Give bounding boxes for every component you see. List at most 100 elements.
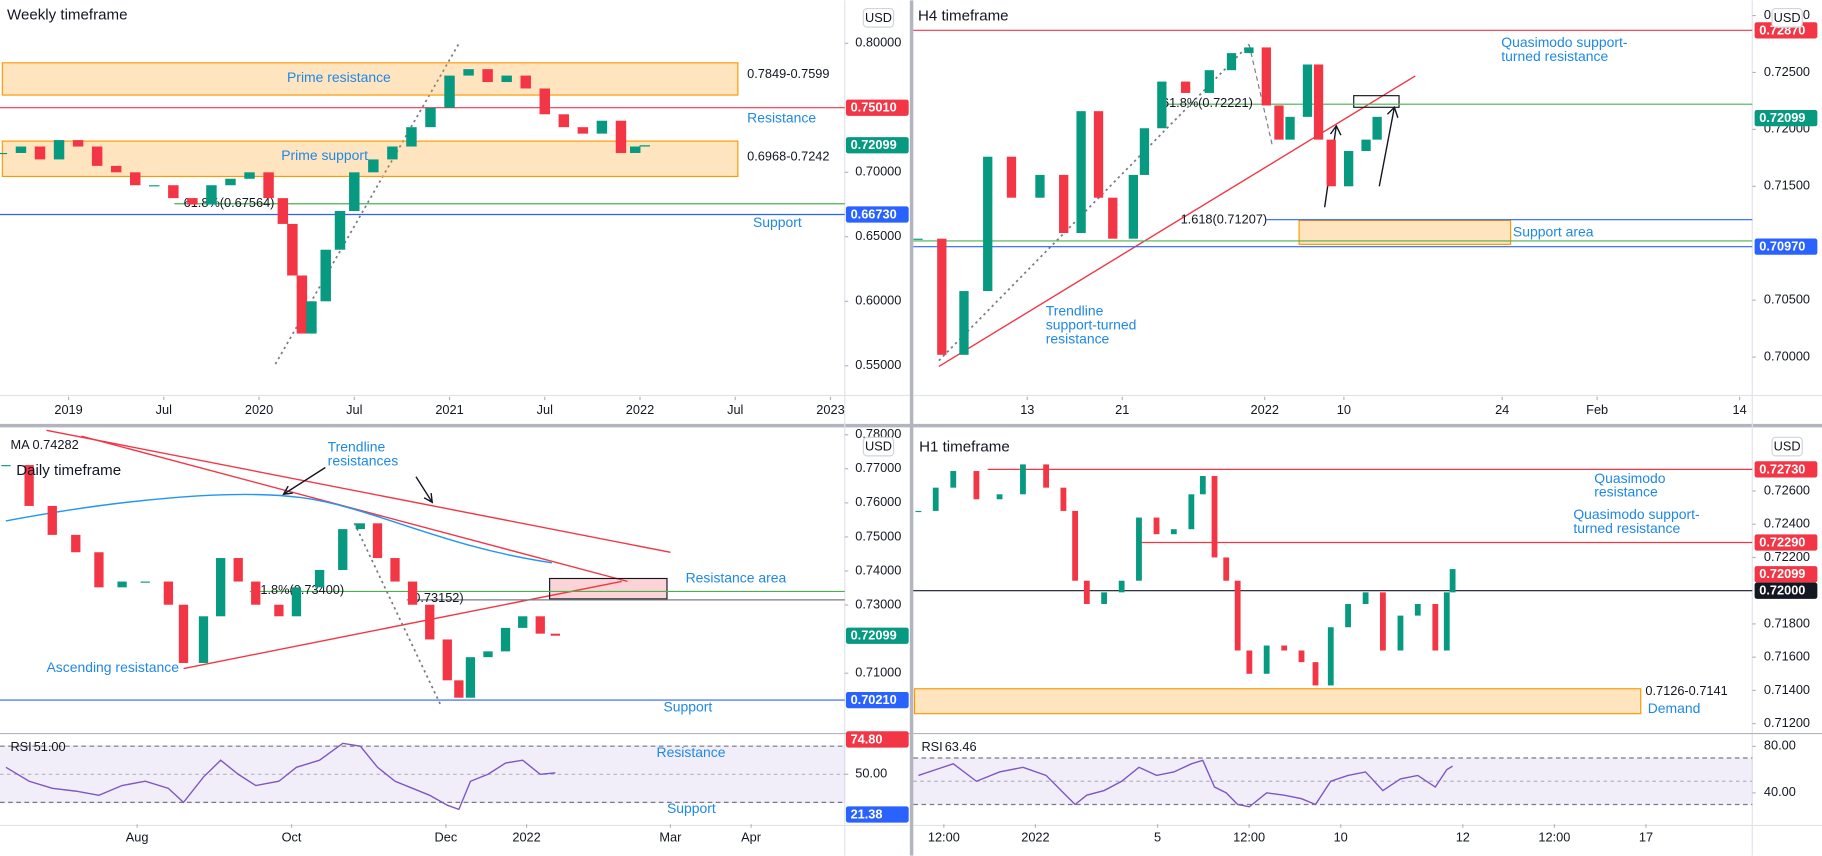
currency-label: USD	[865, 10, 892, 25]
zone	[549, 577, 668, 600]
candle	[1285, 116, 1295, 140]
candle	[263, 172, 274, 199]
y-tick-label: 0.80000	[855, 35, 901, 50]
x-tick-label: 2021	[435, 402, 463, 417]
arrows	[282, 466, 434, 504]
x-tick-label: 2022	[512, 830, 540, 845]
price-tag	[845, 206, 909, 223]
candle	[915, 510, 922, 513]
candle	[577, 127, 589, 134]
x-tick-label: 21	[1115, 402, 1129, 417]
candle	[349, 172, 360, 212]
candle	[932, 487, 939, 511]
annotation: Quasimodo	[1594, 470, 1666, 486]
candle	[244, 172, 255, 179]
price-tag-label: 0.72099	[851, 628, 897, 643]
candle	[187, 198, 198, 205]
annotation: turned resistance	[1573, 520, 1680, 536]
price-tag-label: 0.75010	[851, 100, 897, 115]
candle	[71, 534, 81, 553]
fib-line	[938, 43, 1250, 362]
x-tick-label: 13	[1020, 402, 1034, 417]
candle	[34, 146, 46, 160]
annotation: support-turned	[1046, 316, 1137, 332]
rsi-line	[918, 759, 1453, 808]
candle	[355, 523, 365, 530]
candle	[1432, 603, 1439, 651]
panel-title: H1 timeframe	[919, 439, 1010, 456]
x-tick-label: 2023	[816, 402, 844, 417]
candle	[372, 523, 383, 559]
candle	[314, 569, 325, 588]
price-tag-label: 0.72290	[1759, 534, 1805, 549]
fib-line	[274, 42, 460, 365]
y-tick-label: 0.76000	[855, 494, 901, 509]
candle	[950, 471, 957, 488]
price-tag-label: 0.70970	[1759, 239, 1805, 254]
candle	[1118, 580, 1125, 593]
x-tick-label: Oct	[282, 830, 302, 845]
candle	[274, 604, 284, 617]
candle	[535, 616, 545, 634]
candle	[425, 604, 435, 640]
x-tick-label: 12:00	[1233, 830, 1265, 845]
candle	[1345, 603, 1351, 628]
candle	[518, 616, 528, 628]
y-tick-label: 0.71200	[1764, 715, 1810, 730]
zone	[913, 688, 1642, 715]
y-tick-label: 0.72200	[1764, 549, 1810, 564]
candle	[1372, 116, 1382, 140]
currency-label: USD	[1774, 439, 1801, 454]
panels: Prime resistance 0.7849-0.7599 Prime suppo…	[0, 6, 1818, 845]
annotation: turned resistance	[1501, 48, 1608, 64]
arrow	[415, 476, 434, 504]
candle	[206, 185, 217, 205]
candle	[500, 627, 511, 652]
x-tick-label: Jul	[156, 402, 172, 417]
candle	[251, 581, 261, 605]
candle	[178, 604, 189, 663]
candle	[913, 238, 923, 240]
candle	[1302, 64, 1313, 117]
level-label: 1.618(0.71207)	[1181, 211, 1268, 226]
candle	[1188, 494, 1195, 530]
candle	[72, 140, 84, 147]
candle	[539, 88, 550, 115]
candle	[1397, 615, 1404, 651]
candle	[1261, 47, 1271, 106]
candle	[225, 178, 236, 186]
candle	[630, 146, 641, 153]
candle	[53, 140, 65, 160]
candle	[1362, 592, 1369, 604]
zone	[1, 62, 739, 96]
candle	[1157, 81, 1167, 129]
candle	[1449, 569, 1456, 593]
candle	[1298, 650, 1305, 663]
y-tick-label: 0.73000	[855, 596, 901, 611]
price-tag-label: 0.66730	[851, 206, 897, 221]
candle	[1226, 53, 1237, 71]
x-tick-label: 10	[1334, 830, 1348, 845]
candle	[959, 291, 969, 355]
candle	[1263, 645, 1270, 674]
price-tag	[845, 731, 909, 748]
price-tag-label: 0.70210	[851, 692, 897, 707]
zone-label: Prime support	[281, 147, 368, 163]
level-label: (0.73152)	[409, 590, 464, 605]
y-tick-label: 0.71000	[855, 665, 901, 680]
annotation: Trendline	[1046, 302, 1104, 318]
price-tag-label: 0.72099	[851, 137, 897, 152]
candle	[465, 657, 476, 698]
candle	[1246, 650, 1253, 674]
candle	[130, 172, 141, 186]
currency-badge	[1771, 436, 1803, 457]
y-tick-label: 80.00	[1764, 738, 1796, 753]
x-tick-label: Mar	[659, 830, 682, 845]
candle	[287, 223, 298, 276]
candle	[24, 465, 34, 506]
candle	[168, 185, 179, 199]
candle	[198, 616, 209, 663]
candle	[407, 581, 418, 605]
price-tag	[1754, 566, 1818, 583]
